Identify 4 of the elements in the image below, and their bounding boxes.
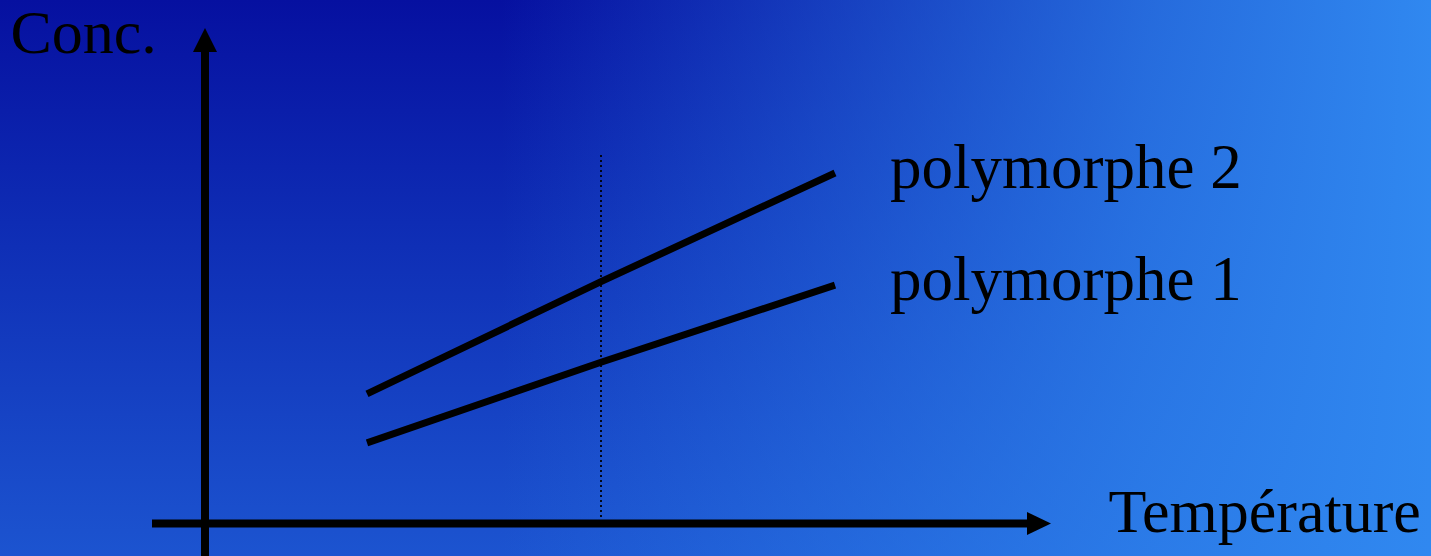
x-axis-title: Température (1108, 476, 1421, 545)
series-label: polymorphe 1 (890, 244, 1242, 315)
series-label: polymorphe 2 (890, 132, 1242, 202)
y-axis-title: Conc. (10, 0, 157, 66)
